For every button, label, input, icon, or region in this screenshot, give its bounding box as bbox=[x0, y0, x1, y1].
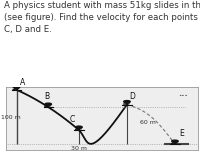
Text: C: C bbox=[70, 115, 75, 124]
Text: ...: ... bbox=[178, 88, 188, 98]
Text: 100 m: 100 m bbox=[1, 115, 21, 120]
Text: E: E bbox=[179, 129, 184, 138]
Text: A: A bbox=[20, 78, 26, 87]
Circle shape bbox=[172, 140, 178, 142]
Text: B: B bbox=[44, 92, 49, 101]
Text: 60 m: 60 m bbox=[140, 120, 156, 125]
Text: 30 m: 30 m bbox=[71, 146, 87, 151]
Text: D: D bbox=[129, 92, 135, 101]
Circle shape bbox=[13, 86, 20, 88]
Circle shape bbox=[45, 103, 51, 105]
Circle shape bbox=[76, 126, 82, 128]
Text: A physics student with mass 51kg slides in the snow
(see figure). Find the veloc: A physics student with mass 51kg slides … bbox=[4, 1, 200, 34]
Circle shape bbox=[124, 101, 130, 103]
